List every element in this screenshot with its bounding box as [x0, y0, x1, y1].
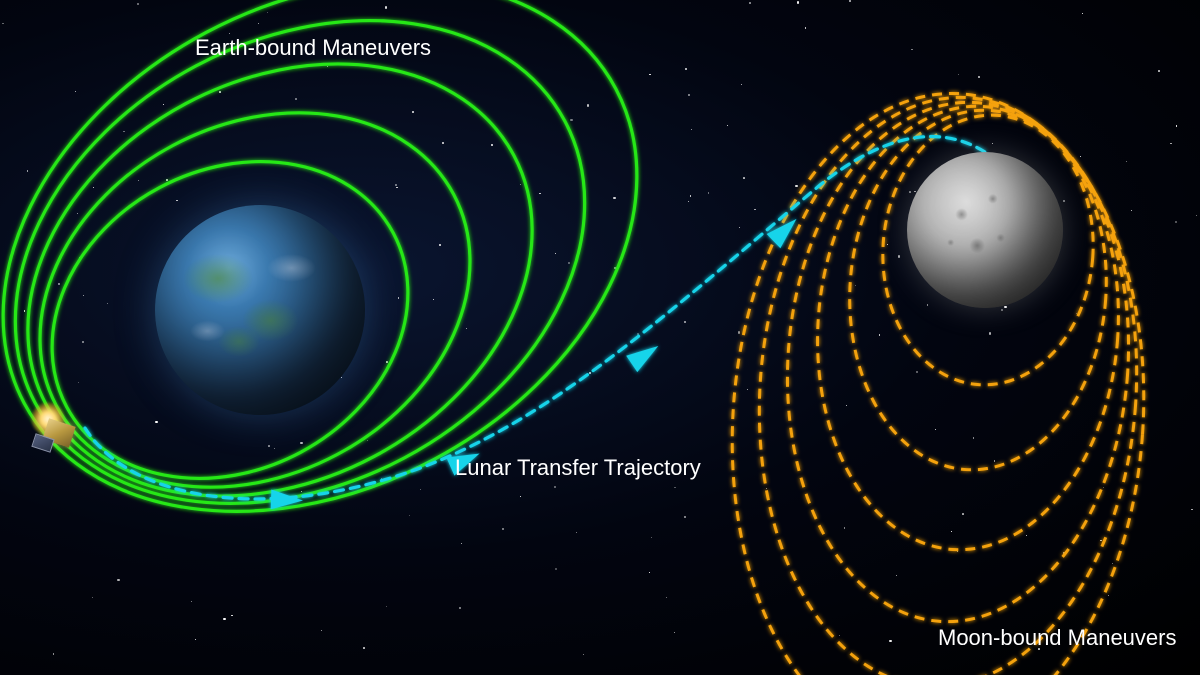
label-transfer-trajectory: Lunar Transfer Trajectory — [455, 455, 701, 481]
label-earth-maneuvers: Earth-bound Maneuvers — [195, 35, 431, 61]
moon-body — [907, 152, 1063, 308]
earth-body — [155, 205, 365, 415]
label-moon-maneuvers: Moon-bound Maneuvers — [938, 625, 1176, 651]
spacecraft-icon — [25, 400, 85, 455]
